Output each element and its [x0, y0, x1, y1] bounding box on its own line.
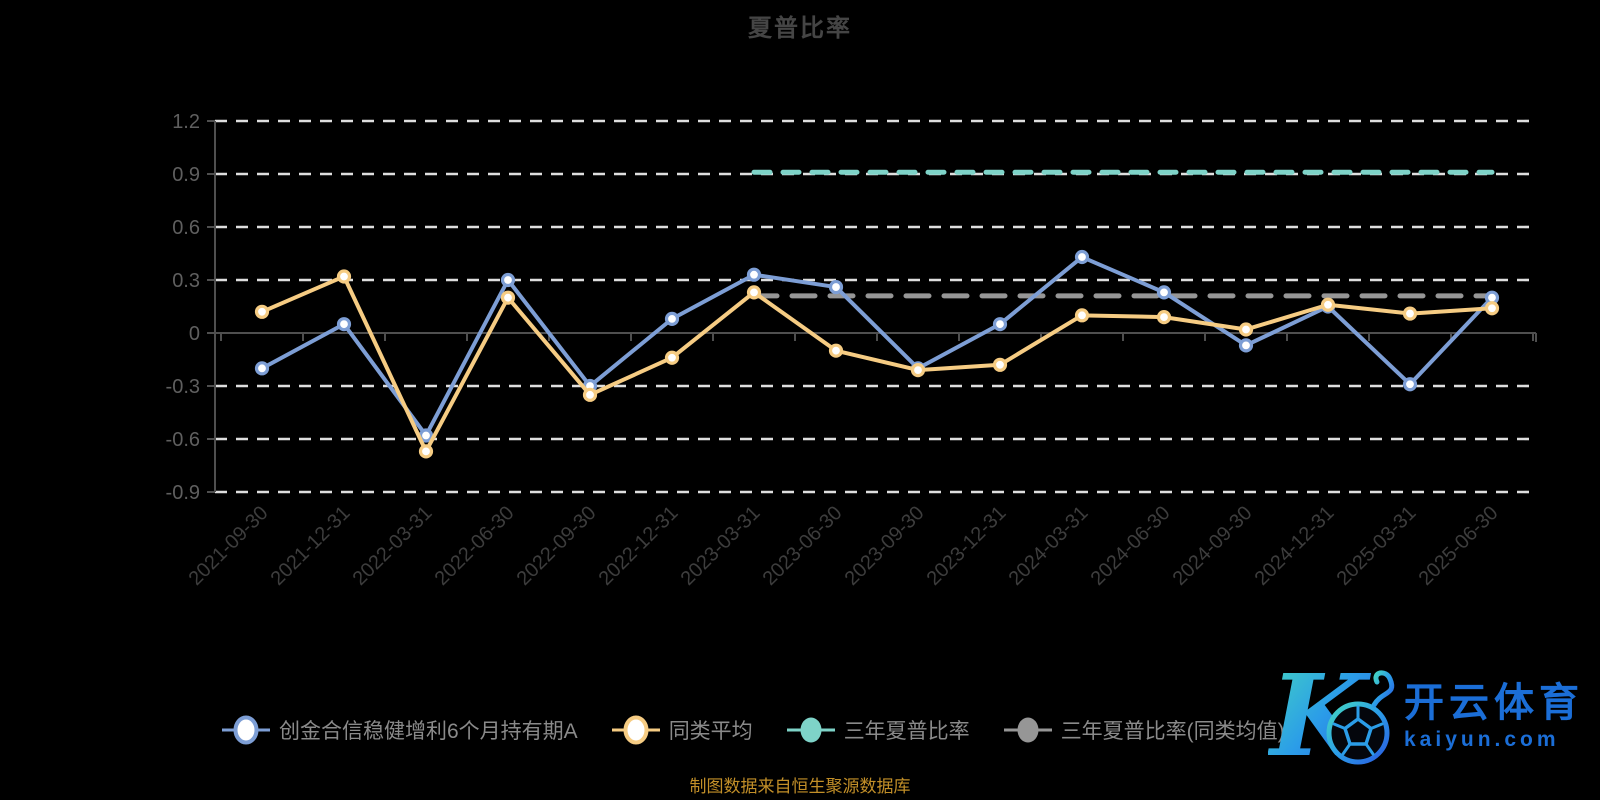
source-note: 制图数据来自恒生聚源数据库 — [689, 777, 911, 796]
legend-item-1[interactable]: 同类平均 — [611, 715, 753, 745]
x-axis-labels: 2021-09-302021-12-312022-03-312022-06-30… — [185, 502, 1503, 590]
legend-label: 同类平均 — [668, 720, 753, 743]
axes — [214, 121, 1537, 492]
soccer-ball-icon — [1326, 701, 1390, 765]
y-tick-label: -0.9 — [166, 482, 200, 504]
data-point-marker — [418, 444, 434, 459]
y-tick-label: 0.6 — [172, 217, 200, 239]
series-line — [260, 274, 1494, 454]
data-point-marker — [500, 272, 516, 288]
data-point-marker — [1238, 338, 1254, 353]
x-tick-label: 2024-06-30 — [1087, 502, 1175, 590]
data-point-marker — [500, 290, 516, 305]
watermark: K 开云体育 kaiyun.com — [1268, 655, 1584, 777]
legend-marker-icon — [611, 715, 660, 745]
x-tick-label: 2024-09-30 — [1169, 502, 1257, 590]
x-tick-label: 2022-12-31 — [595, 502, 683, 590]
y-tick-label: 0 — [189, 323, 200, 345]
data-point-marker — [746, 285, 762, 300]
logo-flourish — [1371, 670, 1395, 708]
data-point-marker — [910, 363, 926, 378]
y-tick-label: -0.3 — [166, 376, 200, 398]
data-point-marker — [992, 357, 1008, 372]
legend-item-3[interactable]: 三年夏普比率(同类均值) — [1003, 715, 1285, 745]
legend-marker-icon — [222, 715, 270, 745]
kaiyun-logo-icon: K — [1268, 655, 1395, 777]
legend-marker-icon — [786, 717, 835, 743]
data-point-marker — [746, 267, 762, 282]
x-tick-label: 2023-03-31 — [677, 502, 765, 590]
x-tick-label: 2024-03-31 — [1005, 502, 1093, 590]
data-point-marker — [582, 387, 598, 402]
legend-label: 三年夏普比率(同类均值) — [1060, 720, 1285, 743]
chart-title: 夏普比率 — [748, 15, 852, 42]
x-tick-label: 2021-09-30 — [185, 502, 273, 590]
x-tick-label: 2025-06-30 — [1415, 502, 1503, 590]
data-point-marker — [336, 269, 352, 284]
data-point-marker — [1402, 377, 1418, 392]
legend-label: 创金合信稳健增利6个月持有期A — [279, 720, 578, 743]
data-point-marker — [1156, 310, 1172, 325]
data-point-marker — [254, 304, 270, 319]
legend-item-0[interactable]: 创金合信稳健增利6个月持有期A — [222, 715, 578, 745]
data-point-marker — [254, 361, 270, 376]
y-tick-label: 1.2 — [172, 111, 200, 133]
y-axis-labels: 1.2 0.9 0.6 0.3 0 -0.3 -0.6 -0.9 — [166, 111, 200, 504]
x-tick-label: 2022-09-30 — [513, 502, 601, 590]
watermark-text: 开云体育 kaiyun.com — [1404, 681, 1584, 752]
y-tick-label: -0.6 — [166, 429, 200, 451]
data-point-marker — [1074, 249, 1090, 265]
data-point-marker — [1402, 306, 1418, 321]
reference-lines — [751, 169, 1495, 299]
data-point-marker — [1074, 308, 1090, 323]
watermark-domain: kaiyun.com — [1404, 727, 1560, 751]
data-point-marker — [664, 311, 680, 326]
data-point-marker — [1484, 301, 1500, 316]
x-tick-label: 2025-03-31 — [1333, 502, 1421, 590]
watermark-brand: 开云体育 — [1404, 680, 1584, 725]
data-point-marker — [828, 343, 844, 358]
data-point-marker — [1156, 285, 1172, 300]
sharpe-ratio-line-chart[interactable]: 1.2 0.9 0.6 0.3 0 -0.3 -0.6 -0.92021-09-302021-… — [0, 0, 1600, 690]
data-point-marker — [1238, 322, 1254, 337]
legend-item-2[interactable]: 三年夏普比率 — [786, 715, 970, 745]
series-0 — [254, 249, 1500, 443]
series-1 — [254, 269, 1500, 459]
data-point-marker — [664, 350, 680, 365]
legend-marker-icon — [1003, 717, 1052, 743]
x-tick-label: 2022-06-30 — [431, 502, 519, 590]
y-tick-label: 0.9 — [172, 164, 200, 186]
x-tick-label: 2023-12-31 — [923, 502, 1011, 590]
x-tick-label: 2021-12-31 — [267, 502, 355, 590]
x-tick-label: 2023-09-30 — [841, 502, 929, 590]
data-point-marker — [992, 317, 1008, 332]
x-tick-label: 2022-03-31 — [349, 502, 437, 590]
y-tick-label: 0.3 — [172, 270, 200, 292]
series-line — [260, 255, 1494, 438]
chart-legend: 创金合信稳健增利6个月持有期A 同类平均 三年夏普比率 三年夏普比率(同类均值) — [222, 708, 1285, 752]
data-point-marker — [1320, 297, 1336, 312]
legend-label: 三年夏普比率 — [843, 720, 970, 743]
data-point-marker — [828, 279, 844, 295]
data-point-marker — [336, 317, 352, 332]
x-tick-label: 2024-12-31 — [1251, 502, 1339, 590]
x-tick-label: 2023-06-30 — [759, 502, 847, 590]
